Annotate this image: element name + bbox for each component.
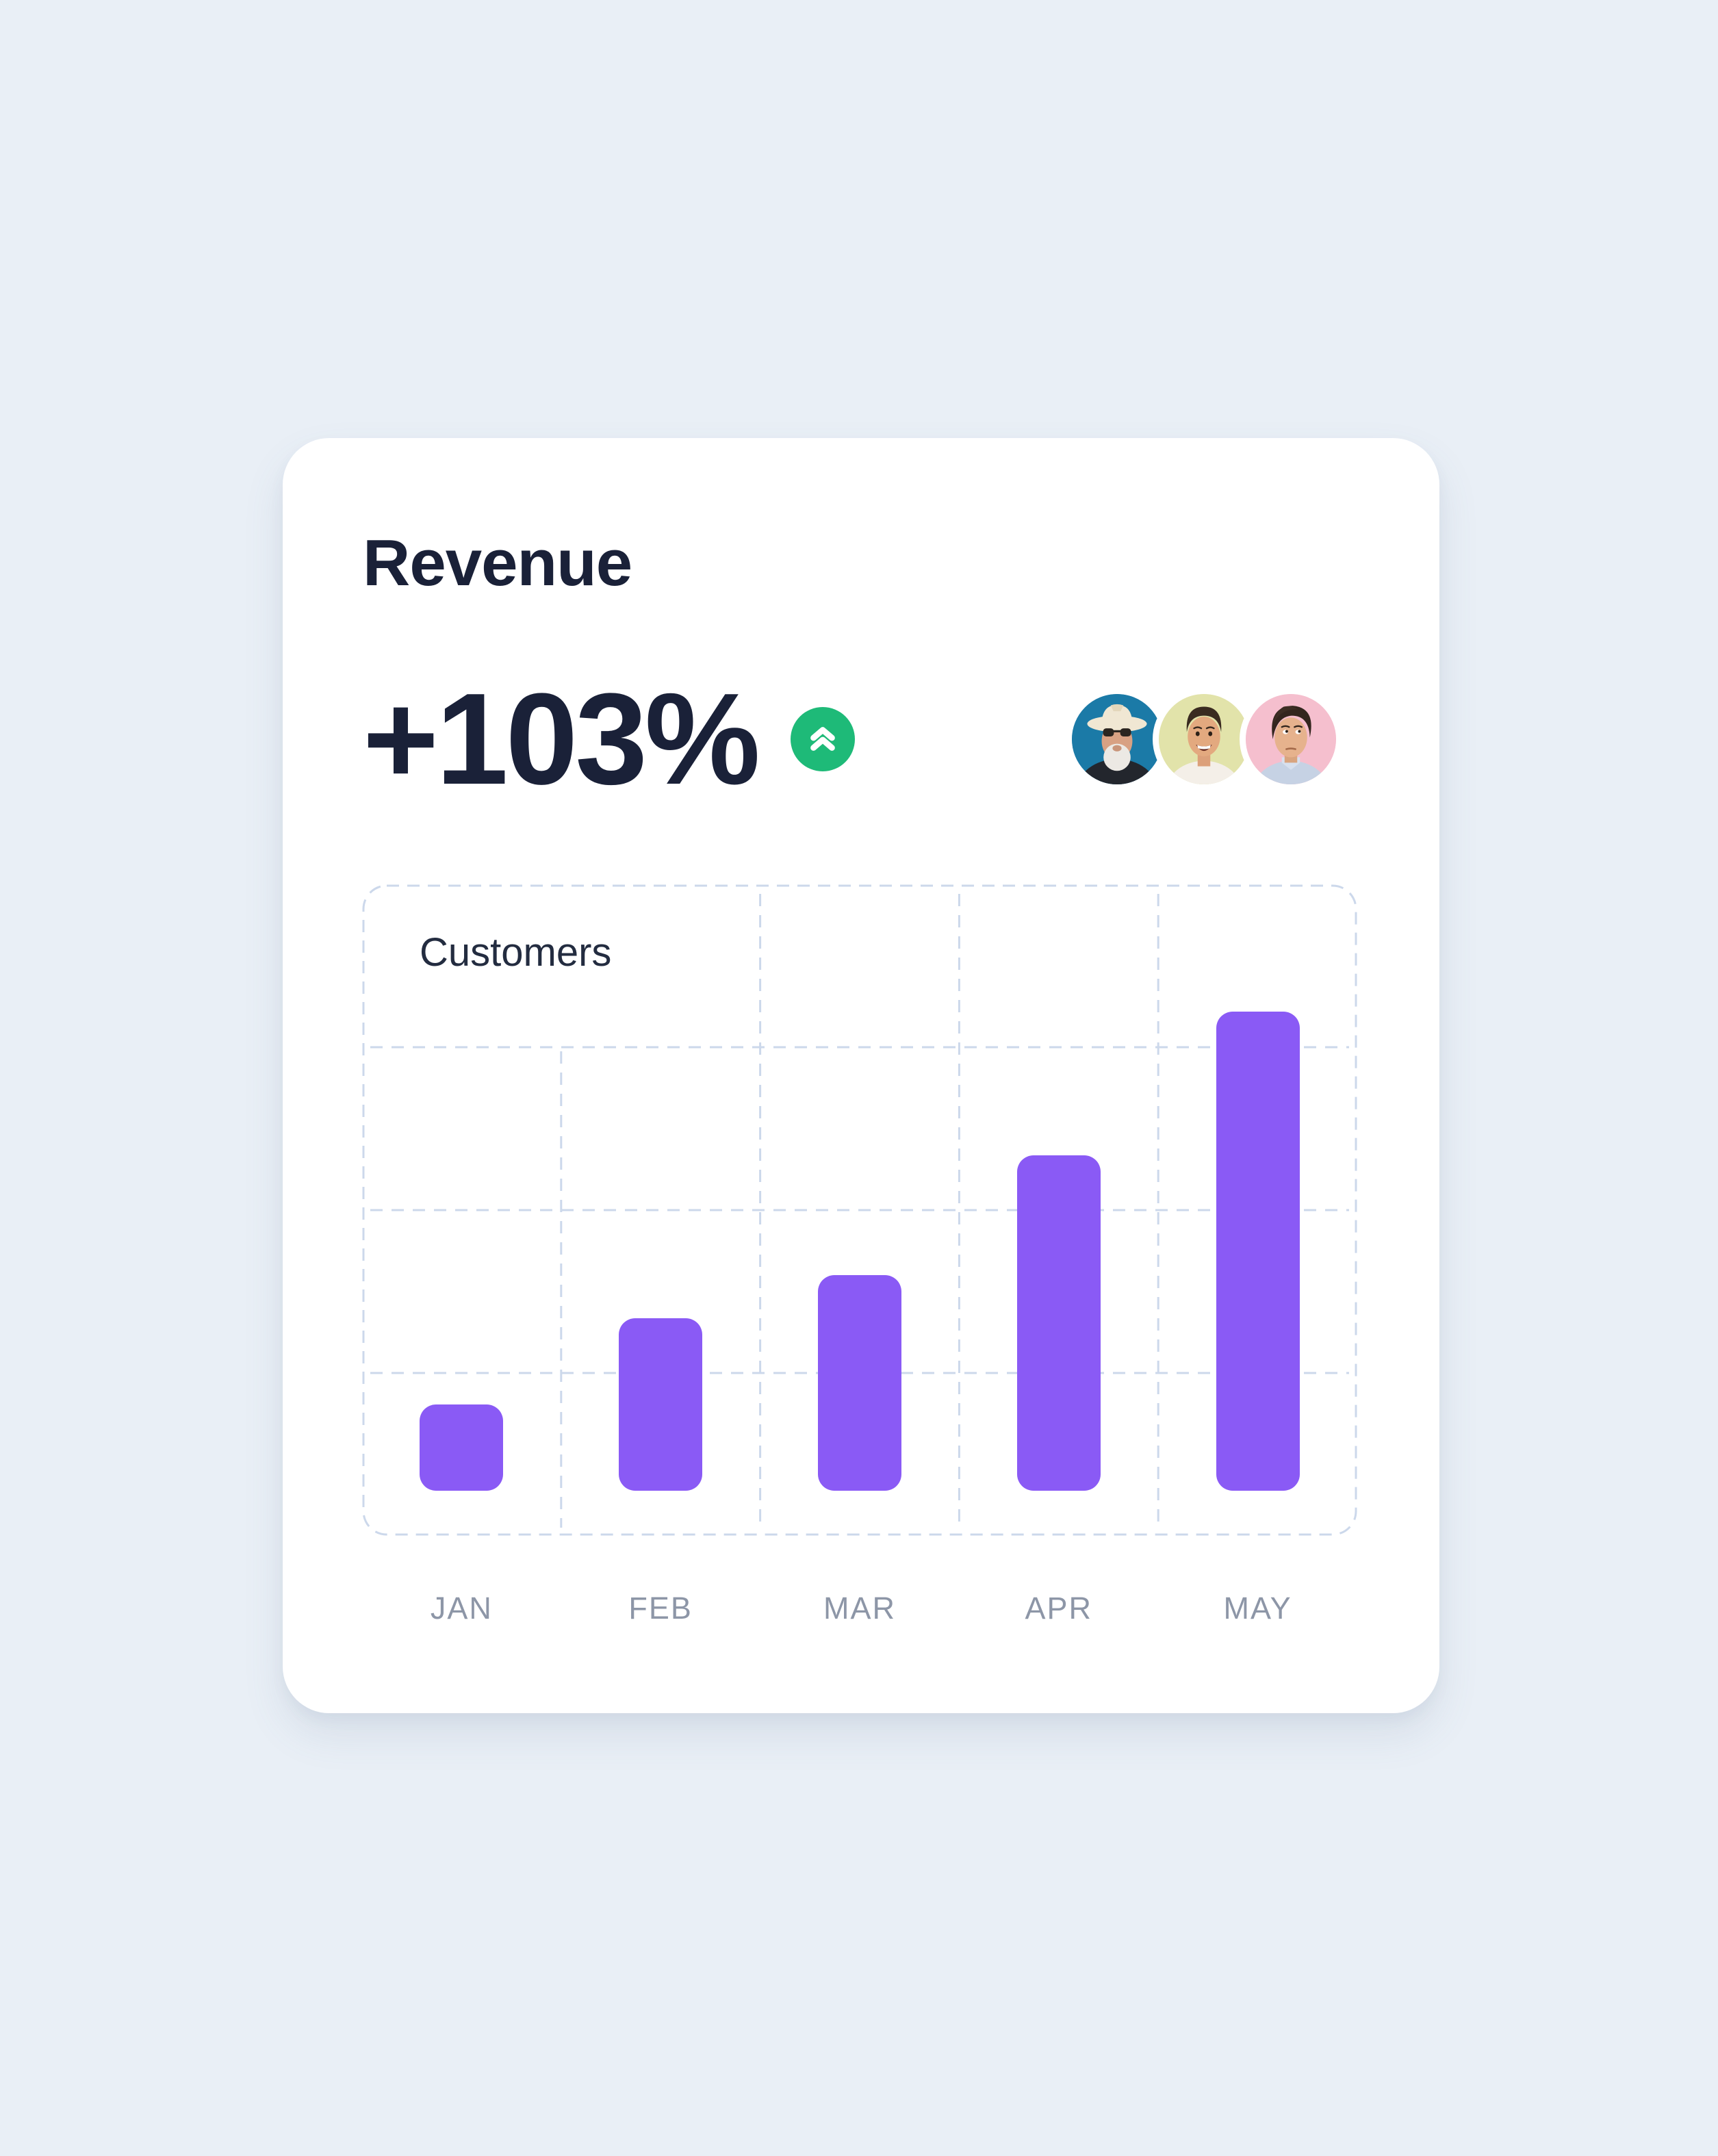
trend-up-badge — [790, 707, 855, 771]
bar-apr[interactable] — [1016, 1155, 1101, 1491]
bar-mar[interactable] — [818, 1275, 901, 1491]
avatar-man-in-cowboy-hat[interactable] — [1066, 688, 1168, 791]
revenue-card: Revenue +103% — [283, 438, 1439, 1713]
avatar-illustration — [1159, 694, 1249, 784]
x-label-apr: APR — [1025, 1591, 1093, 1626]
avatar-smiling-man[interactable] — [1153, 688, 1255, 791]
avatar-illustration — [1072, 694, 1162, 784]
card-title: Revenue — [363, 526, 632, 600]
x-label-jan: JAN — [430, 1591, 493, 1626]
stats-row: +103% — [363, 674, 1357, 804]
x-label-mar: MAR — [823, 1591, 896, 1626]
customers-chart: Customers — [362, 884, 1357, 1536]
chart-title: Customers — [420, 930, 612, 975]
avatar-group — [1066, 688, 1342, 791]
avatar-man-on-pink[interactable] — [1240, 688, 1342, 791]
x-label-may: MAY — [1223, 1591, 1292, 1626]
bar-jan[interactable] — [420, 1404, 504, 1491]
chevrons-up-icon — [810, 727, 835, 751]
x-axis-labels: JAN FEB MAR APR MAY — [362, 1591, 1357, 1626]
bars-layer — [362, 1012, 1357, 1491]
avatar-illustration — [1246, 694, 1336, 784]
x-label-feb: FEB — [628, 1591, 693, 1626]
bar-feb[interactable] — [619, 1318, 703, 1491]
bar-may[interactable] — [1216, 1012, 1300, 1491]
revenue-change-value: +103% — [363, 667, 760, 812]
